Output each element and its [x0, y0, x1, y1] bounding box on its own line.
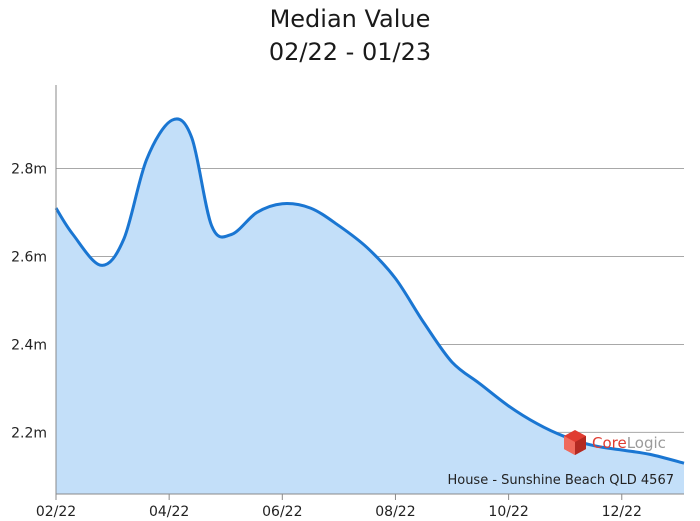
y-tick-label: 2.8m — [11, 162, 47, 178]
chart-subtitle: 02/22 - 01/23 — [269, 38, 431, 66]
x-tick-label: 06/22 — [262, 504, 302, 520]
x-tick-label: 04/22 — [149, 504, 189, 520]
y-axis-ticks: 2.2m 2.4m 2.6m 2.8m — [11, 162, 47, 442]
corelogic-logo: CoreLogic — [564, 430, 666, 455]
x-tick-label: 08/22 — [375, 504, 415, 520]
y-tick-label: 2.4m — [11, 337, 47, 353]
series-area — [56, 118, 684, 494]
y-tick-label: 2.2m — [11, 425, 47, 441]
chart-title: Median Value — [270, 5, 431, 33]
x-tick-label: 02/22 — [36, 504, 76, 520]
x-axis-ticks: 02/22 04/22 06/22 08/22 10/22 12/22 — [36, 494, 642, 520]
y-tick-label: 2.6m — [11, 250, 47, 266]
x-tick-label: 10/22 — [488, 504, 528, 520]
plot-frame — [55, 85, 684, 495]
corelogic-cube-icon — [564, 430, 586, 455]
corelogic-wordmark: CoreLogic — [592, 434, 666, 452]
chart-annotation: House - Sunshine Beach QLD 4567 — [447, 473, 674, 488]
x-tick-label: 12/22 — [602, 504, 642, 520]
